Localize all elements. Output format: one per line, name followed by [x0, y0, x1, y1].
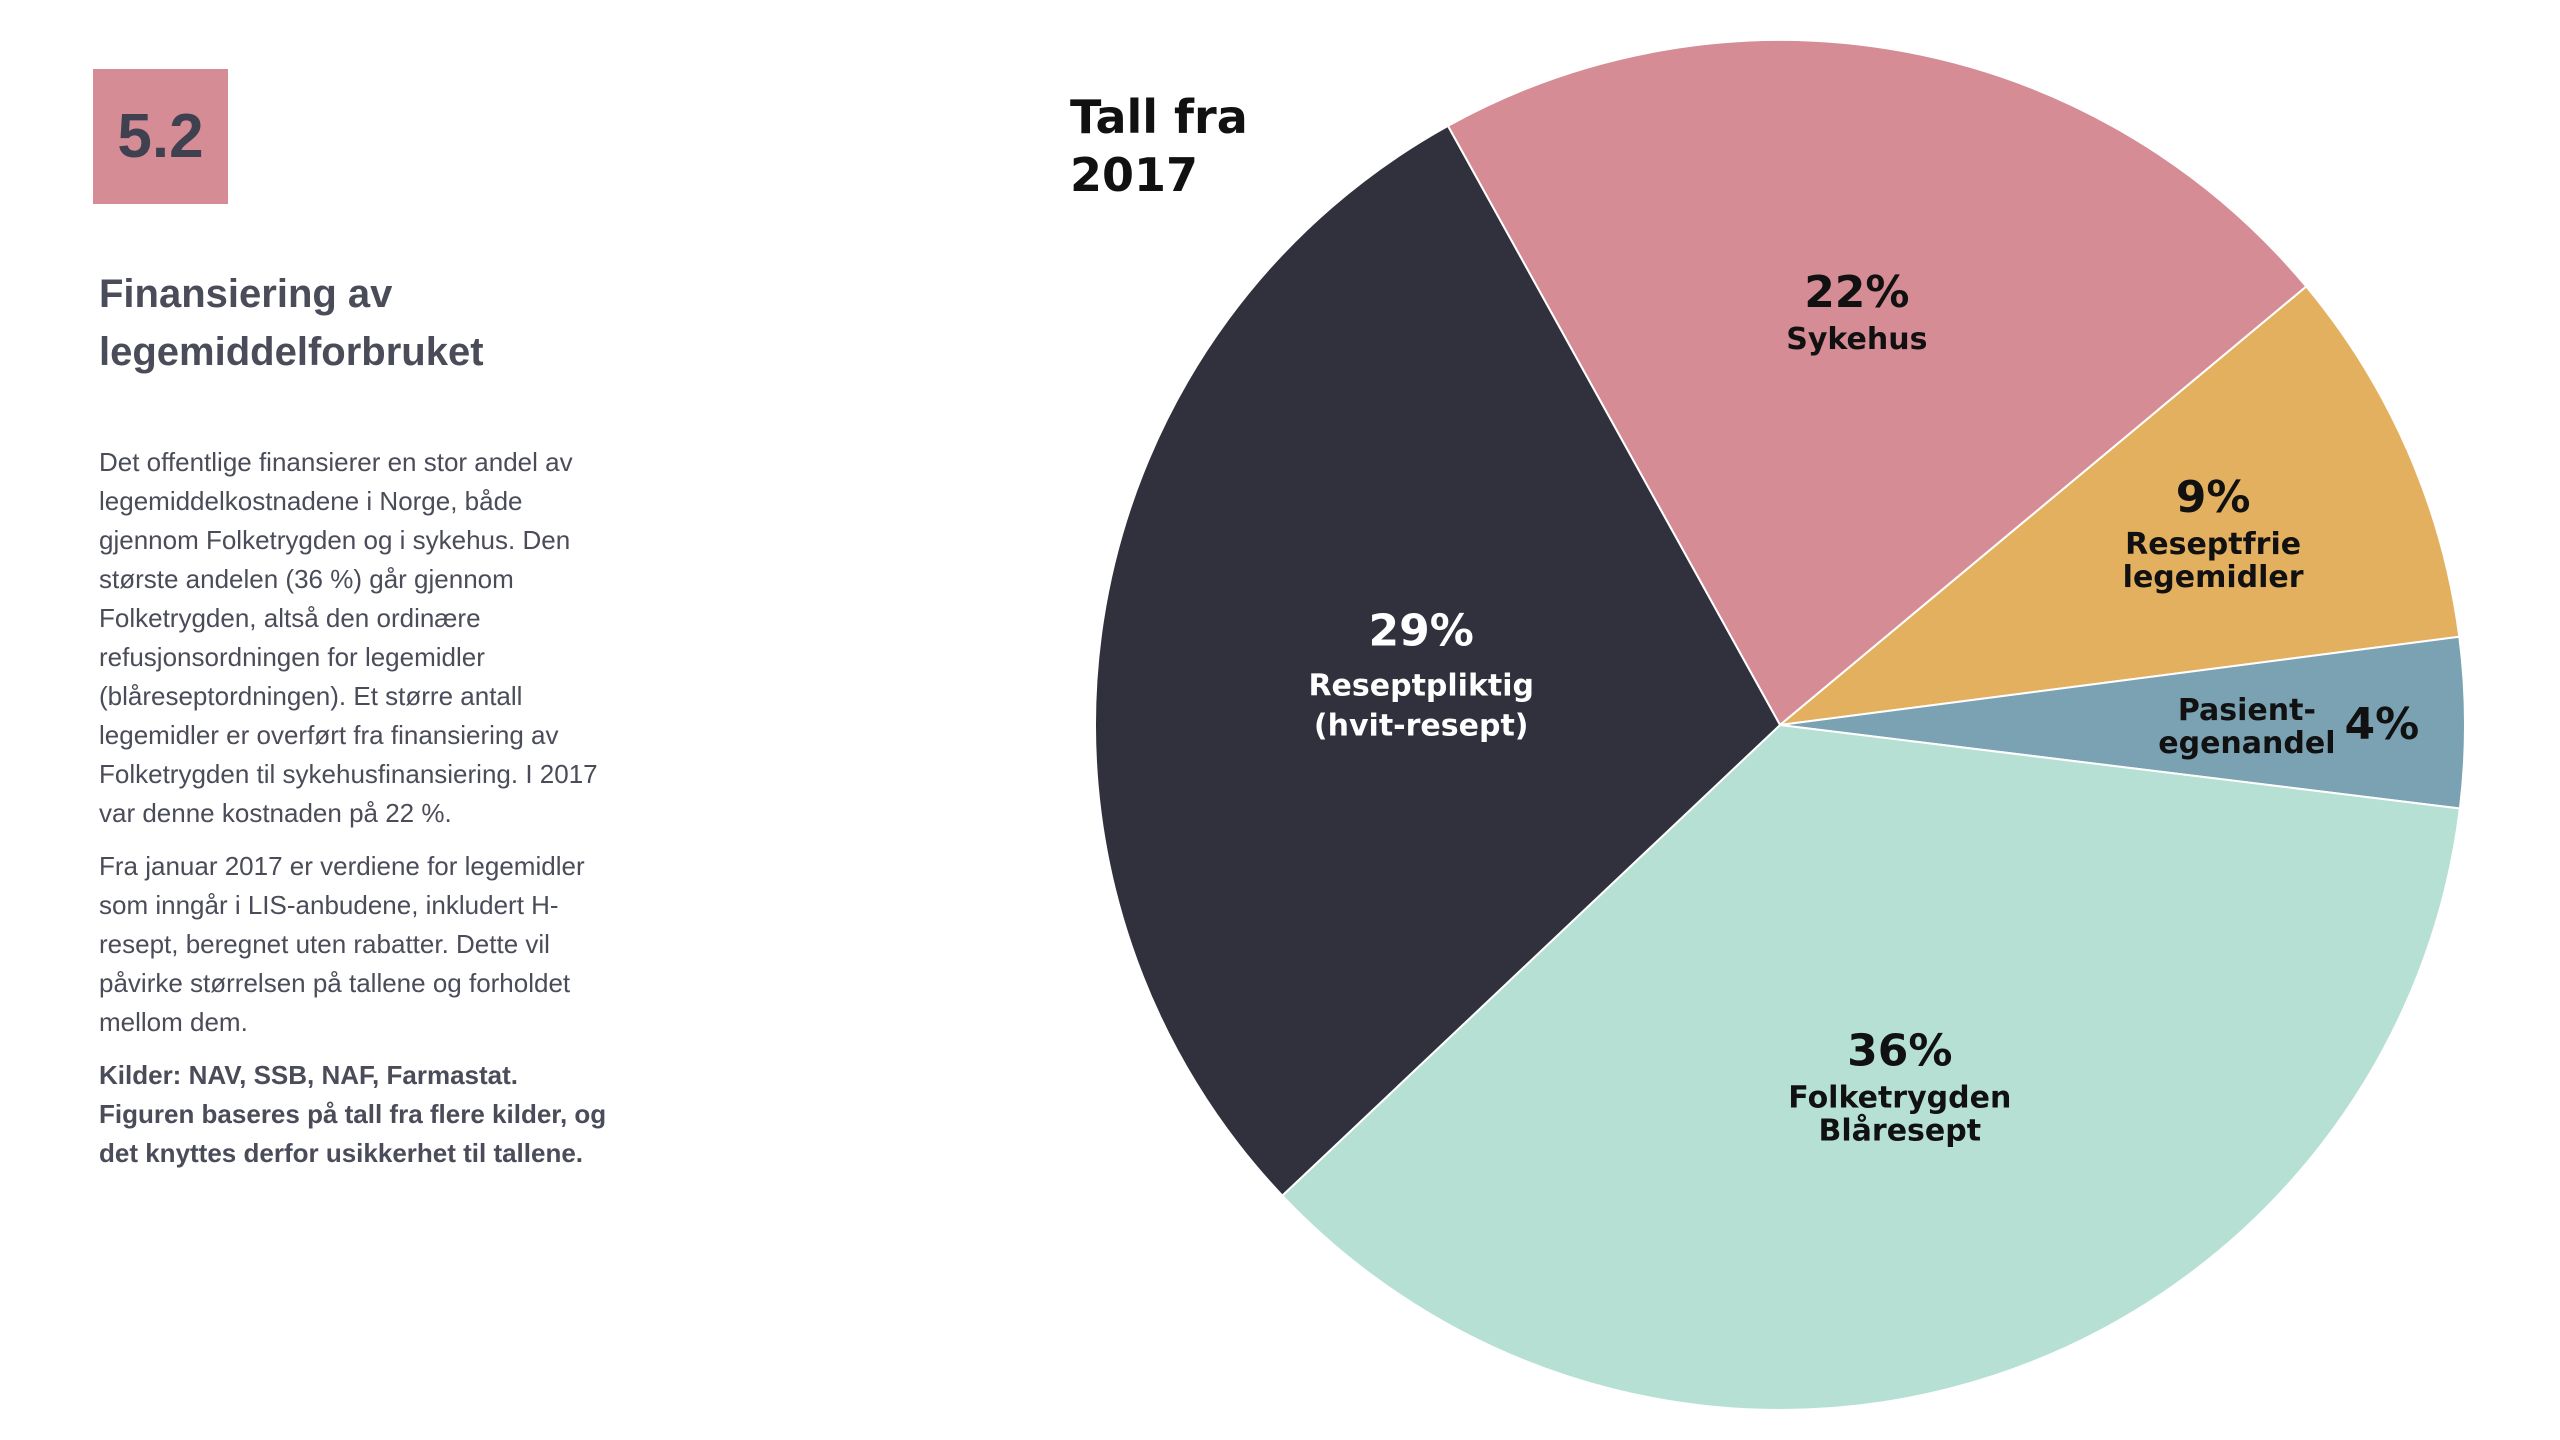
- slice-category-5-line-1: Reseptpliktig: [1308, 669, 1534, 704]
- pie-slice-1: [1446, 39, 2308, 727]
- slice-category-5-line-2: (hvit-resept): [1314, 709, 1529, 744]
- description-paragraph-2: Fra januar 2017 er verdiene for legemidl…: [99, 851, 585, 1037]
- pie-slice-4: [1280, 723, 2462, 1411]
- slice-percent-5: 29%: [1369, 606, 1474, 657]
- sources-note: Kilder: NAV, SSB, NAF, Farmastat. Figure…: [99, 1060, 607, 1168]
- chart-title-line-2: 2017: [1070, 148, 1198, 202]
- slice-category-2-line-1: Reseptfrie: [2125, 527, 2301, 562]
- section-number: 5.2: [117, 102, 204, 171]
- pie-slice-2: [1776, 285, 2461, 727]
- section-number-badge: 5.2: [93, 69, 228, 204]
- slice-category-2-line-2: legemidler: [2123, 560, 2304, 595]
- slice-percent-2: 9%: [2176, 472, 2251, 523]
- chart-title-line-1: Tall fra: [1070, 90, 1248, 144]
- slice-category-4-line-1: Folketrygden: [1788, 1081, 2011, 1116]
- slice-category-3-line-2: egenandel: [2158, 726, 2335, 761]
- pie-slice-5: [1094, 124, 1782, 1198]
- pie-slices: [1094, 39, 2466, 1411]
- slice-category-3-line-1: Pasient-: [2178, 693, 2316, 728]
- slice-percent-1: 22%: [1804, 267, 1909, 318]
- pie-label-5: 29% Reseptpliktig (hvit-resept): [1308, 606, 1534, 744]
- slice-percent-3: 4%: [2345, 699, 2420, 750]
- chart-title: Tall fra 2017: [1070, 90, 1248, 202]
- slice-category-1-line-1: Sykehus: [1786, 322, 1927, 357]
- page-title: Finansiering av legemiddelforbruket: [99, 272, 484, 374]
- description-panel: Finansiering av legemiddelforbruket Det …: [99, 265, 619, 1187]
- slice-category-4-line-2: Blåresept: [1819, 1113, 1982, 1149]
- pie-label-1: 22% Sykehus: [1786, 267, 1927, 357]
- description-paragraph-1: Det offentlige finansierer en stor andel…: [99, 447, 598, 828]
- slice-percent-4: 36%: [1847, 1026, 1952, 1077]
- pie-label-3: 4% Pasient-egenandel: [2158, 693, 2419, 761]
- pie-chart: 22% Sykehus 9% Reseptfrie legemidler 4% Pasien…: [1000, 0, 2560, 1440]
